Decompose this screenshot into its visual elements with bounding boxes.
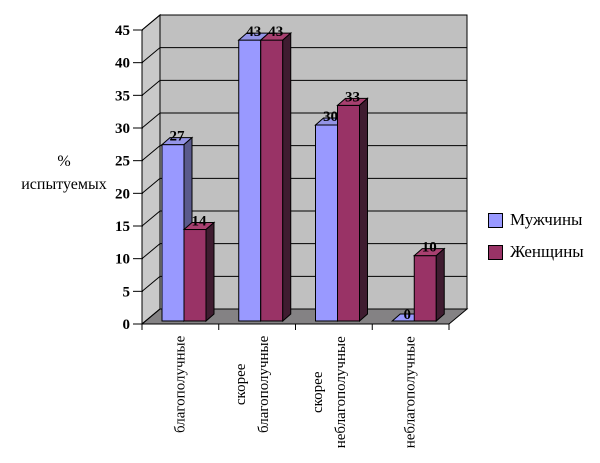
y-axis-title: % испытуемых xyxy=(8,150,120,196)
bar-women-3-side xyxy=(435,247,445,323)
wall-gridline xyxy=(141,14,161,31)
wall-gridline xyxy=(141,243,161,260)
y-tick-label: 40 xyxy=(115,56,130,72)
legend-label-women: Женщины xyxy=(510,242,584,261)
legend-swatch-women xyxy=(488,244,503,260)
legend-item-men: Мужчины xyxy=(488,210,584,230)
data-label: 27 xyxy=(170,129,186,145)
data-label: 33 xyxy=(345,89,360,105)
wall-gridline xyxy=(141,145,161,162)
y-axis-title-line1: % xyxy=(57,153,71,170)
wall-gridline xyxy=(141,47,161,64)
y-axis-title-line2: испытуемых xyxy=(21,176,107,193)
data-label: 10 xyxy=(422,240,437,256)
bar-women-0-side xyxy=(205,221,215,323)
bar-women-3-front xyxy=(413,255,437,322)
data-label: 30 xyxy=(323,109,338,125)
wall-gridline xyxy=(141,275,161,292)
y-tick-label: 35 xyxy=(115,88,130,104)
bar-women-1-side xyxy=(282,31,292,323)
bar-men-1-front xyxy=(238,39,262,322)
category-label: скорее xyxy=(310,371,326,413)
y-tick-label: 20 xyxy=(115,186,130,202)
legend-item-women: Женщины xyxy=(488,242,584,262)
data-label: 14 xyxy=(192,214,208,230)
bar-women-1-front xyxy=(260,39,284,322)
bar-women-2-front xyxy=(337,104,360,322)
wall-gridline xyxy=(141,177,161,194)
wall-gridline xyxy=(141,79,161,96)
y-tick-label: 15 xyxy=(115,219,130,235)
category-label: благополучные xyxy=(256,335,272,433)
y-tick-label: 0 xyxy=(123,317,131,333)
bar-women-2-side xyxy=(359,97,368,323)
category-label: неблагополучные xyxy=(333,336,349,448)
legend-label-men: Мужчины xyxy=(510,210,583,229)
wall-gridline xyxy=(141,210,161,227)
data-label: 43 xyxy=(246,24,261,40)
y-tick-label: 10 xyxy=(115,252,130,268)
wall-gridline xyxy=(141,308,161,325)
bar-women-0-front xyxy=(183,229,207,322)
category-label: благополучные xyxy=(172,335,188,433)
bar-men-2-front xyxy=(315,124,338,322)
category-label: неблагополучные xyxy=(403,336,419,448)
bar-men-0-front xyxy=(161,144,185,322)
y-tick-label: 5 xyxy=(123,284,131,300)
y-tick-label: 45 xyxy=(115,23,130,39)
legend: Мужчины Женщины xyxy=(488,210,584,274)
data-label: 43 xyxy=(268,24,283,40)
y-tick-label: 25 xyxy=(115,154,130,170)
legend-swatch-men xyxy=(488,212,503,228)
y-tick-label: 30 xyxy=(115,121,130,137)
data-label: 0 xyxy=(404,307,412,323)
category-label: скорее xyxy=(233,363,249,405)
wall-gridline xyxy=(141,112,161,129)
left-wall xyxy=(141,13,161,326)
